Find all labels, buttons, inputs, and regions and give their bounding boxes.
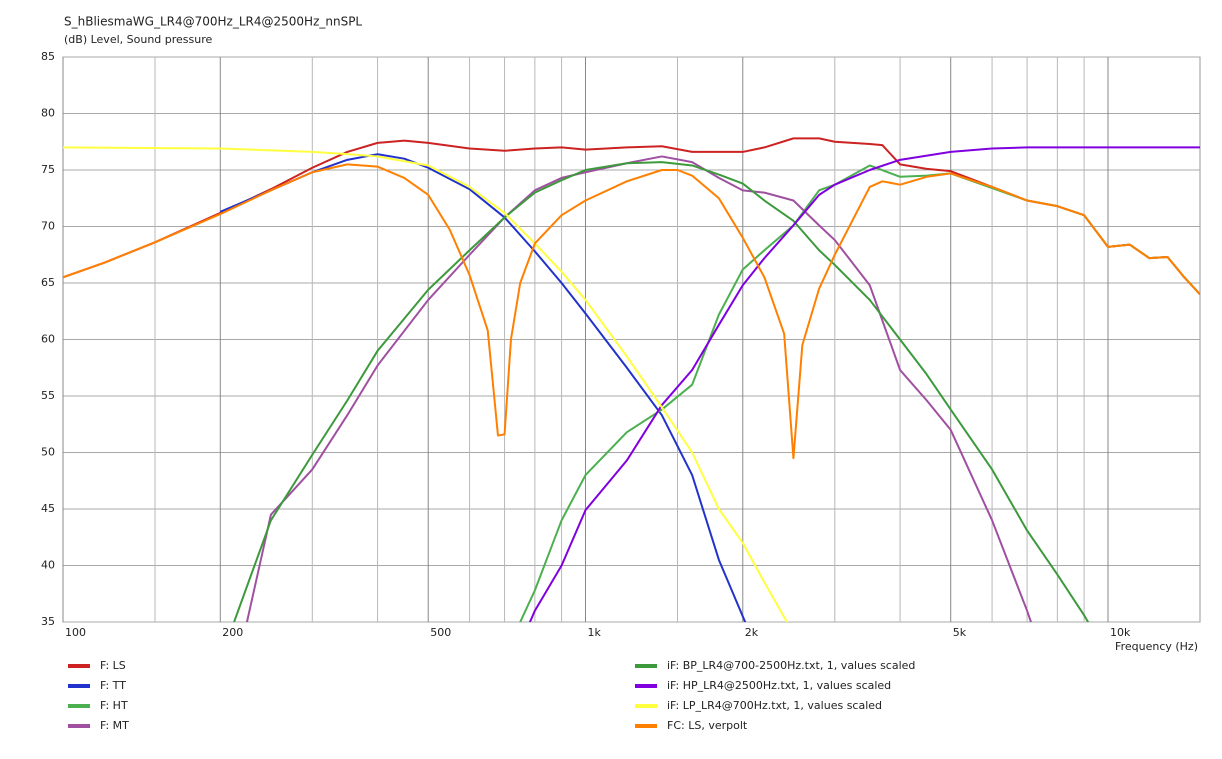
legend-label: FC: LS, verpolt [667, 719, 748, 732]
legend-label: iF: HP_LR4@2500Hz.txt, 1, values scaled [667, 679, 891, 692]
x-tick-label: 200 [222, 626, 243, 639]
legend-label: F: MT [100, 719, 129, 732]
y-tick-label: 75 [41, 163, 55, 176]
x-tick-label: 1k [587, 626, 601, 639]
y-tick-label: 50 [41, 446, 55, 459]
y-tick-label: 80 [41, 107, 55, 120]
series-line [63, 163, 1200, 460]
x-tick-label: 100 [65, 626, 86, 639]
x-tick-label: 5k [953, 626, 967, 639]
y-tick-label: 70 [41, 220, 55, 233]
series-line [528, 146, 1200, 622]
y-tick-label: 45 [41, 502, 55, 515]
x-tick-label: 2k [745, 626, 759, 639]
y-tick-label: 65 [41, 276, 55, 289]
series-line [233, 161, 1090, 622]
legend-label: iF: BP_LR4@700-2500Hz.txt, 1, values sca… [667, 659, 915, 672]
x-tick-label: 500 [430, 626, 451, 639]
series-line [63, 146, 789, 622]
series-line [245, 155, 1033, 622]
y-tick-label: 35 [41, 615, 55, 628]
legend-label: F: TT [100, 679, 126, 692]
legend-label: F: LS [100, 659, 126, 672]
series-line [219, 153, 747, 622]
legend-label: F: HT [100, 699, 128, 712]
y-tick-label: 60 [41, 333, 55, 346]
chart-title: S_hBliesmaWG_LR4@700Hz_LR4@2500Hz_nnSPL [64, 15, 362, 29]
y-tick-label: 85 [41, 50, 55, 63]
chart-subtitle: (dB) Level, Sound pressure [64, 33, 213, 46]
legend-label: iF: LP_LR4@700Hz.txt, 1, values scaled [667, 699, 882, 712]
x-axis-label: Frequency (Hz) [1115, 640, 1198, 653]
y-tick-label: 40 [41, 559, 55, 572]
x-tick-label: 10k [1110, 626, 1131, 639]
y-tick-label: 55 [41, 389, 55, 402]
plot-lines [63, 137, 1200, 622]
